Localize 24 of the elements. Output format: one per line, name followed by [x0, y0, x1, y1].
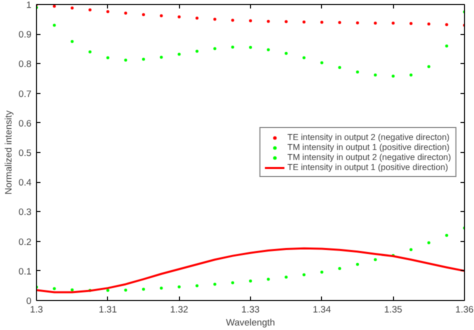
y-tick-label: 0.3 [18, 207, 32, 218]
legend-label: TE intensity in output 2 (negative directon) [287, 132, 450, 142]
y-axis-title: Normalized intensity [4, 110, 14, 194]
x-axis-title: Wavelength [226, 318, 275, 328]
x-tick-label: 1.33 [241, 304, 260, 314]
x-tick-label: 1.34 [312, 304, 331, 314]
x-tick-label: 1.35 [384, 304, 402, 314]
y-tick-label: 0.6 [18, 118, 32, 128]
y-tick-label: 0.4 [18, 178, 32, 188]
y-tick-label: 0.2 [18, 236, 32, 247]
legend-label: TE intensity in output 1 (positive direction) [287, 162, 448, 172]
x-tick-label: 1.36 [455, 304, 474, 314]
legend-label: TM intensity in output 2 (negative directon) [287, 152, 451, 162]
x-tick-label: 1.3 [30, 304, 43, 314]
y-tick-label: 0.9 [18, 30, 32, 40]
y-tick-label: 0.5 [18, 148, 32, 158]
x-tick-label: 1.32 [170, 304, 188, 314]
y-tick-label: 0.7 [18, 88, 32, 99]
y-tick-label: 0 [26, 296, 32, 306]
y-tick-label: 0.8 [18, 59, 32, 70]
legend-label: TM intensity in output 1 (positive direction) [287, 142, 450, 152]
y-tick-label: 0.1 [18, 266, 32, 276]
y-tick-label: 1 [26, 0, 32, 10]
x-tick-label: 1.31 [98, 304, 117, 314]
